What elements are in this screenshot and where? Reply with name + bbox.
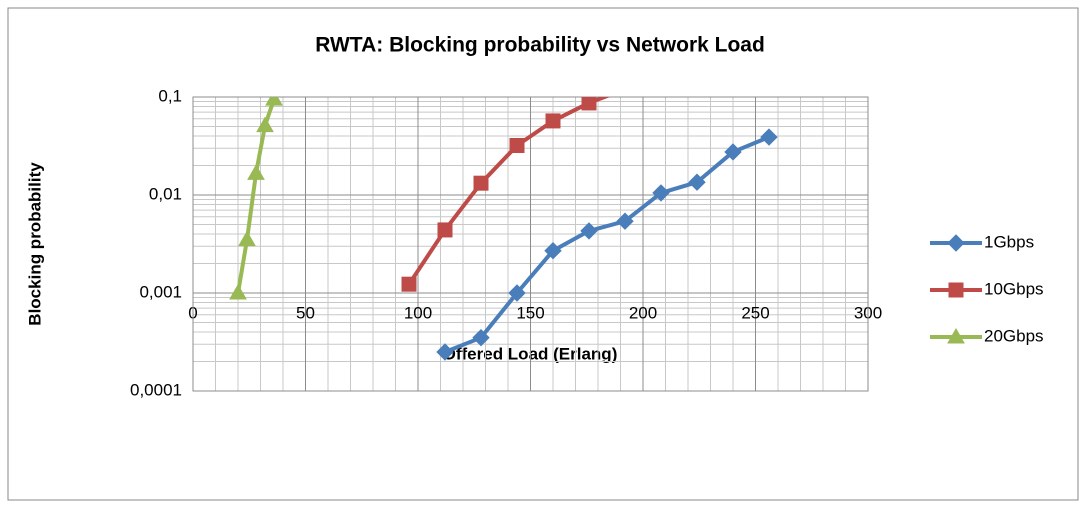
marker [472, 328, 490, 347]
marker [473, 175, 489, 191]
chart-title: RWTA: Blocking probability vs Network Lo… [315, 34, 765, 57]
marker [724, 143, 742, 161]
marker [509, 137, 525, 153]
marker [247, 164, 265, 180]
plot-area [229, 97, 778, 361]
marker [947, 327, 965, 344]
y-axis-title: Blocking probability [25, 162, 44, 326]
marker [652, 184, 670, 202]
marker [947, 234, 965, 252]
marker [265, 97, 283, 106]
marker [688, 173, 706, 191]
legend-label: 20Gbps [984, 326, 1044, 345]
marker [401, 276, 417, 292]
marker [436, 343, 454, 361]
marker [760, 128, 778, 146]
marker [616, 212, 634, 230]
series-line [444, 135, 770, 354]
y-tick-label: 0,01 [149, 184, 182, 203]
x-tick-label: 150 [516, 303, 544, 322]
x-tick-label: 50 [296, 303, 315, 322]
marker [580, 222, 598, 240]
marker [581, 97, 597, 111]
marker [256, 116, 274, 133]
marker [544, 242, 562, 260]
x-tick-label: 250 [741, 303, 769, 322]
marker [545, 113, 561, 129]
legend-label: 10Gbps [984, 279, 1044, 298]
marker [437, 222, 453, 238]
y-tick-label: 0,1 [158, 86, 182, 105]
y-tick-label: 0,0001 [130, 380, 182, 399]
plot-border [192, 96, 869, 392]
legend-label: 1Gbps [984, 232, 1034, 251]
y-tick-label: 0,001 [139, 282, 182, 301]
marker [508, 284, 526, 302]
marker [948, 282, 964, 298]
x-tick-label: 100 [404, 303, 432, 322]
chart-border [7, 7, 1079, 501]
marker [229, 283, 247, 300]
marker [238, 230, 256, 247]
x-tick-label: 200 [629, 303, 657, 322]
